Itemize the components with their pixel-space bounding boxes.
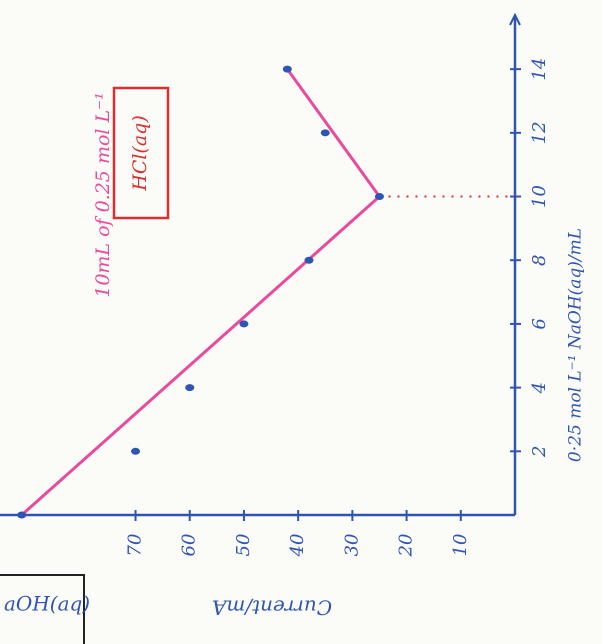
point — [185, 384, 195, 392]
point — [304, 256, 314, 264]
x-tick-label: 6 — [529, 318, 550, 329]
x-tick-label: 12 — [529, 121, 550, 144]
x-tick-label: 2 — [529, 446, 550, 458]
point — [320, 129, 330, 137]
x-axis-label: 0·25 mol L⁻¹ NaOH(aq)/mL — [566, 228, 586, 462]
boxed-annotation: HCl(aq) — [129, 115, 151, 192]
x-tick-label: 10 — [529, 185, 550, 208]
annotation: 10mL of 0.25 mol L⁻¹ — [92, 92, 114, 298]
y-tick-label: 20 — [396, 534, 417, 558]
x-tick-label: 8 — [529, 254, 550, 265]
x-tick-label: 4 — [529, 382, 550, 394]
y-axis-label: Current/mA — [212, 596, 332, 620]
point — [282, 65, 292, 73]
y-tick-label: 70 — [125, 534, 146, 557]
corner-label: aOH(aq) — [4, 592, 90, 616]
annotation-box — [112, 86, 170, 220]
corner-box — [0, 574, 85, 644]
point — [17, 511, 27, 519]
y-tick-label: 10 — [450, 534, 471, 557]
y-tick-label: 50 — [233, 534, 254, 557]
y-tick-label: 60 — [179, 534, 200, 557]
x-axis-arrow — [509, 12, 521, 26]
y-tick-label: 30 — [341, 534, 362, 557]
point — [374, 193, 384, 201]
point — [131, 447, 141, 455]
x-tick-label: 14 — [529, 58, 550, 81]
point — [239, 320, 249, 328]
y-tick-label: 40 — [287, 534, 308, 558]
